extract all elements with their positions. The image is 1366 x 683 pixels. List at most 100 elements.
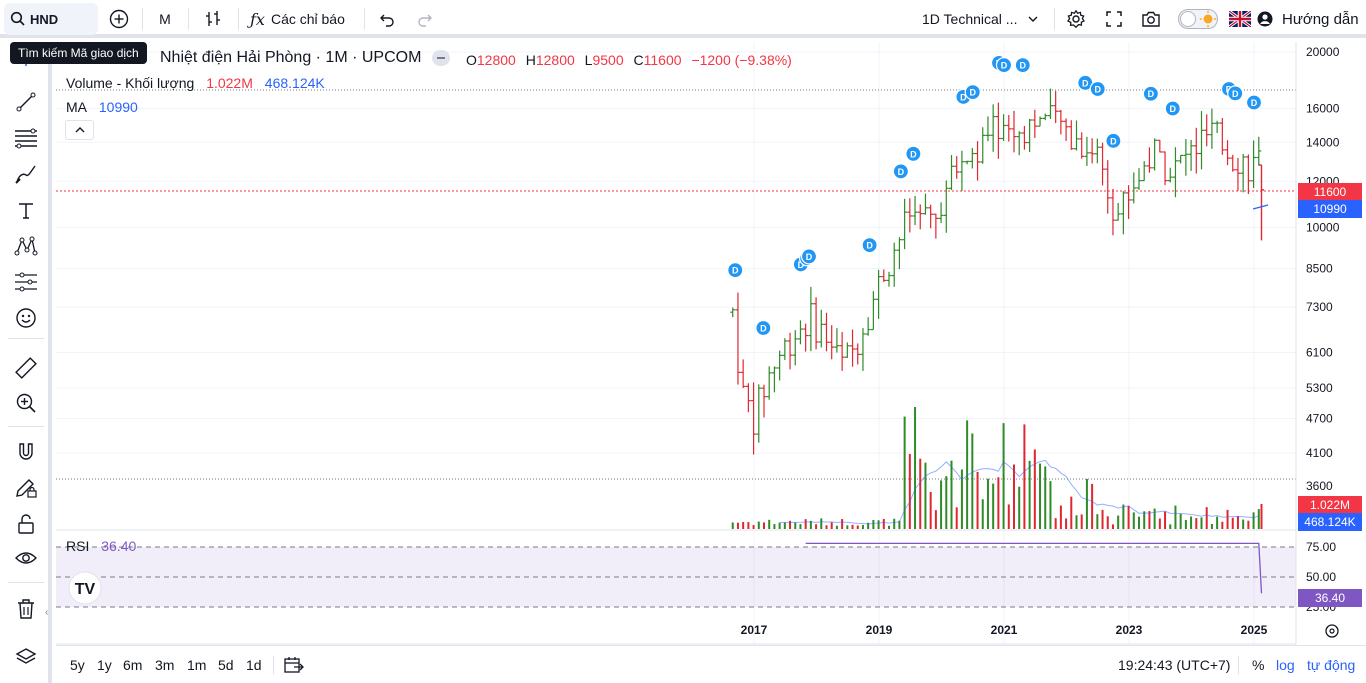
volume-bar xyxy=(981,499,984,529)
settings-button[interactable] xyxy=(1064,0,1088,38)
percent-scale-toggle[interactable]: % xyxy=(1252,657,1265,673)
layout-dropdown[interactable]: 1D Technical ... xyxy=(922,0,1039,38)
symbol-search-button[interactable]: HND xyxy=(4,3,98,35)
range-5d-button[interactable]: 5d xyxy=(218,657,234,673)
volume-bar xyxy=(908,454,911,529)
volume-bar xyxy=(1195,518,1198,529)
tradingview-logo: TV xyxy=(68,571,102,605)
magnet-tool[interactable] xyxy=(12,438,40,466)
fib-tool[interactable] xyxy=(12,124,40,152)
goto-date-button[interactable] xyxy=(284,646,304,683)
remove-drawings-tool[interactable] xyxy=(12,595,40,623)
volume-bar xyxy=(1148,511,1151,529)
range-5y-button[interactable]: 5y xyxy=(70,657,85,673)
text-tool[interactable] xyxy=(12,196,40,224)
settings-axis-icon[interactable] xyxy=(1325,624,1339,638)
rsi-value: 36.40 xyxy=(101,538,137,554)
dividend-circle xyxy=(1164,100,1181,117)
toolbar-divider xyxy=(142,8,143,30)
compare-button[interactable] xyxy=(106,0,132,38)
pattern-icon xyxy=(14,236,38,256)
dividend-letter: D xyxy=(1170,104,1177,114)
redo-button[interactable] xyxy=(414,0,436,38)
chart-canvas[interactable]: DDDDDDDDDDDDDDDDDDDDD 200001600014000120… xyxy=(56,42,1366,645)
volume-bar xyxy=(1101,509,1104,529)
volume-bar xyxy=(1039,463,1042,529)
range-3m-button[interactable]: 3m xyxy=(155,657,175,673)
measure-tool[interactable] xyxy=(12,354,40,382)
chevron-up-icon xyxy=(75,127,84,133)
volume-bar xyxy=(919,458,922,529)
volume-bar xyxy=(1018,486,1021,529)
undo-button[interactable] xyxy=(376,0,398,38)
volume-bar xyxy=(1044,466,1047,529)
rsi-band xyxy=(56,547,1296,607)
dividend-letter: D xyxy=(732,266,739,276)
emoji-tool[interactable] xyxy=(12,304,40,332)
top-toolbar: HND M ƒx Các chỉ báo 1D Technical ... xyxy=(0,0,1366,38)
gear-icon xyxy=(1067,9,1085,29)
prediction-icon xyxy=(15,272,37,292)
theme-toggle[interactable] xyxy=(1178,0,1218,38)
grid-lines xyxy=(56,42,1296,644)
price-tick-label: 14000 xyxy=(1306,135,1340,149)
volume-bar xyxy=(1007,504,1010,529)
dividend-marker: D xyxy=(892,163,909,180)
range-1y-button[interactable]: 1y xyxy=(97,657,112,673)
ohlc-legend: O12800 H12800 L9500 C11600 −1200 (−9.38%… xyxy=(466,52,796,68)
rsi-line xyxy=(805,542,1263,594)
indicators-button[interactable]: ƒx Các chỉ báo xyxy=(250,0,345,38)
volume-bar xyxy=(1065,518,1068,529)
fullscreen-button[interactable] xyxy=(1102,0,1126,38)
redo-icon xyxy=(418,14,432,27)
lock-drawings-tool[interactable] xyxy=(12,474,40,502)
volume-bar xyxy=(1122,504,1125,529)
volume-bar xyxy=(940,480,943,529)
guide-button[interactable]: Hướng dẫn xyxy=(1257,0,1359,38)
chart-type-button[interactable] xyxy=(200,0,226,38)
hide-drawings-tool[interactable] xyxy=(12,544,40,572)
ma-legend[interactable]: MA 10990 xyxy=(66,99,142,115)
status-dot-icon[interactable] xyxy=(432,50,450,66)
volume-bar xyxy=(1049,481,1052,529)
volume-label: Volume - Khối lượng xyxy=(66,75,195,91)
range-1d-button[interactable]: 1d xyxy=(246,657,262,673)
dividend-marker: D xyxy=(1227,85,1244,102)
rsi-legend[interactable]: RSI 36.40 xyxy=(66,538,140,554)
brush-tool[interactable] xyxy=(12,160,40,188)
clock-display[interactable]: 19:24:43 (UTC+7) xyxy=(1118,657,1231,673)
ma-label: MA xyxy=(66,99,87,115)
price-tick-label: 20000 xyxy=(1306,45,1340,59)
zoom-tool[interactable] xyxy=(12,389,40,417)
range-6m-button[interactable]: 6m xyxy=(123,657,143,673)
snapshot-button[interactable] xyxy=(1139,0,1163,38)
collapse-legend-button[interactable] xyxy=(65,120,94,140)
lock-tool[interactable] xyxy=(12,510,40,538)
dividend-marker: D xyxy=(905,145,922,162)
price-tick-label: 8500 xyxy=(1306,262,1333,276)
object-tree-tool[interactable] xyxy=(12,643,40,671)
volume-bar xyxy=(1033,449,1036,529)
collapse-toolbar-icon[interactable]: ‹ xyxy=(45,607,49,618)
log-scale-toggle[interactable]: log xyxy=(1276,657,1295,673)
interval-button[interactable]: M xyxy=(159,11,171,27)
range-1m-button[interactable]: 1m xyxy=(187,657,207,673)
trend-line-tool[interactable] xyxy=(12,88,40,116)
dividend-circle xyxy=(905,145,922,162)
language-button[interactable] xyxy=(1229,0,1251,38)
volume-bar xyxy=(820,518,823,529)
volume-bar xyxy=(950,460,953,529)
volume-legend[interactable]: Volume - Khối lượng 1.022M 468.124K xyxy=(66,75,329,91)
volume-badge: 1.022M xyxy=(1298,496,1362,514)
smiley-icon xyxy=(16,308,36,328)
volume-bar xyxy=(1138,516,1140,529)
eye-icon xyxy=(15,552,37,564)
volume-bar xyxy=(1164,511,1167,529)
dividend-circle xyxy=(995,57,1013,74)
forecast-tool[interactable] xyxy=(12,268,40,296)
pattern-tool[interactable] xyxy=(12,232,40,260)
volume-bar xyxy=(1242,519,1245,529)
volume-bar xyxy=(966,420,969,529)
auto-scale-toggle[interactable]: tự động xyxy=(1307,657,1356,673)
volume-bar xyxy=(757,521,760,529)
